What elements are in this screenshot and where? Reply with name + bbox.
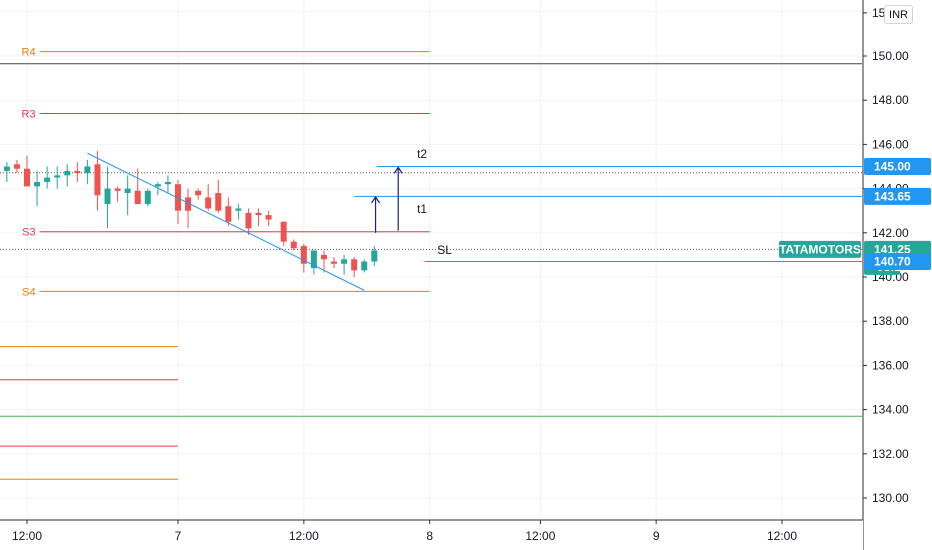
price-tick-label: 138.00 xyxy=(872,314,909,328)
candle-body[interactable] xyxy=(371,250,378,262)
time-tick-label: 12:00 xyxy=(525,529,555,543)
candle-body[interactable] xyxy=(64,170,71,176)
candle-body[interactable] xyxy=(351,259,358,271)
target-label: SL xyxy=(437,243,452,257)
candle-body[interactable] xyxy=(205,197,212,209)
price-tick-label: 15 xyxy=(872,6,886,20)
candle-body[interactable] xyxy=(3,166,10,171)
candle-body[interactable] xyxy=(195,190,202,196)
price-tick-label: 146.00 xyxy=(872,137,909,151)
candle-body[interactable] xyxy=(154,184,161,187)
candle-body[interactable] xyxy=(84,166,91,174)
candle-body[interactable] xyxy=(225,206,232,222)
candle-body[interactable] xyxy=(34,181,41,187)
candle-body[interactable] xyxy=(300,246,307,264)
candle-body[interactable] xyxy=(13,164,20,169)
time-tick-label: 12:00 xyxy=(289,529,319,543)
time-tick-label: 12:00 xyxy=(12,529,42,543)
candle-body[interactable] xyxy=(310,250,317,269)
candle-body[interactable] xyxy=(235,208,242,211)
arrow-head xyxy=(371,195,381,204)
time-axis[interactable] xyxy=(0,520,863,550)
candle-body[interactable] xyxy=(134,190,141,205)
pivot-level-label: S3 xyxy=(22,227,35,239)
pivot-level-label: R4 xyxy=(22,47,36,59)
price-tick-label: 132.00 xyxy=(872,447,909,461)
candle-body[interactable] xyxy=(94,164,101,196)
price-tick-label: 150.00 xyxy=(872,49,909,63)
time-tick-label: 9 xyxy=(653,529,660,543)
time-tick-label: 8 xyxy=(426,529,433,543)
candle-body[interactable] xyxy=(175,184,181,211)
candle-body[interactable] xyxy=(215,193,222,211)
price-tick-label: 136.00 xyxy=(872,358,909,372)
candle-body[interactable] xyxy=(320,254,327,260)
price-tick-label: 142.00 xyxy=(872,226,909,240)
candle-body[interactable] xyxy=(164,181,171,185)
candle-body[interactable] xyxy=(361,261,368,271)
trendline[interactable] xyxy=(87,152,365,291)
candle-body[interactable] xyxy=(245,212,252,229)
pivot-level-label: S4 xyxy=(22,286,35,298)
candle-body[interactable] xyxy=(144,190,151,205)
candle-body[interactable] xyxy=(44,177,51,182)
candle-body[interactable] xyxy=(185,197,192,211)
target-label: t2 xyxy=(417,147,427,161)
candle-body[interactable] xyxy=(24,168,30,187)
arrow-head xyxy=(393,166,403,174)
price-axis[interactable] xyxy=(863,0,932,550)
candle-body[interactable] xyxy=(255,212,262,216)
candle-body[interactable] xyxy=(265,215,272,220)
price-tag-value: 141.25 xyxy=(874,242,911,256)
pivot-level-label: R3 xyxy=(22,108,36,120)
candle-body[interactable] xyxy=(114,188,121,191)
price-tick-label: 148.00 xyxy=(872,93,909,107)
price-tag-value: 140.70 xyxy=(874,255,911,269)
price-tag[interactable] xyxy=(864,253,931,271)
price-tag[interactable] xyxy=(864,158,931,175)
candle-body[interactable] xyxy=(104,188,111,205)
symbol-tag[interactable] xyxy=(779,240,861,258)
candle-body[interactable] xyxy=(74,170,81,174)
time-tick-label: 12:00 xyxy=(767,529,797,543)
price-tick-label: 134.00 xyxy=(872,403,909,417)
candle-body[interactable] xyxy=(341,259,348,264)
candle-body[interactable] xyxy=(331,261,338,264)
time-tick-label: 7 xyxy=(175,529,182,543)
target-label: t1 xyxy=(417,202,427,216)
candle-body[interactable] xyxy=(54,175,61,178)
candle-body[interactable] xyxy=(290,241,297,249)
price-tag-value: 143.65 xyxy=(874,189,911,203)
candle-body[interactable] xyxy=(124,188,131,194)
currency-button[interactable]: INR xyxy=(884,5,913,24)
symbol-tag-label: TATAMOTORS xyxy=(779,242,861,256)
price-tag-value: 145.00 xyxy=(874,160,911,174)
price-tag[interactable] xyxy=(864,187,931,205)
candle-body[interactable] xyxy=(280,221,287,242)
price-tick-label: 130.00 xyxy=(872,491,909,505)
